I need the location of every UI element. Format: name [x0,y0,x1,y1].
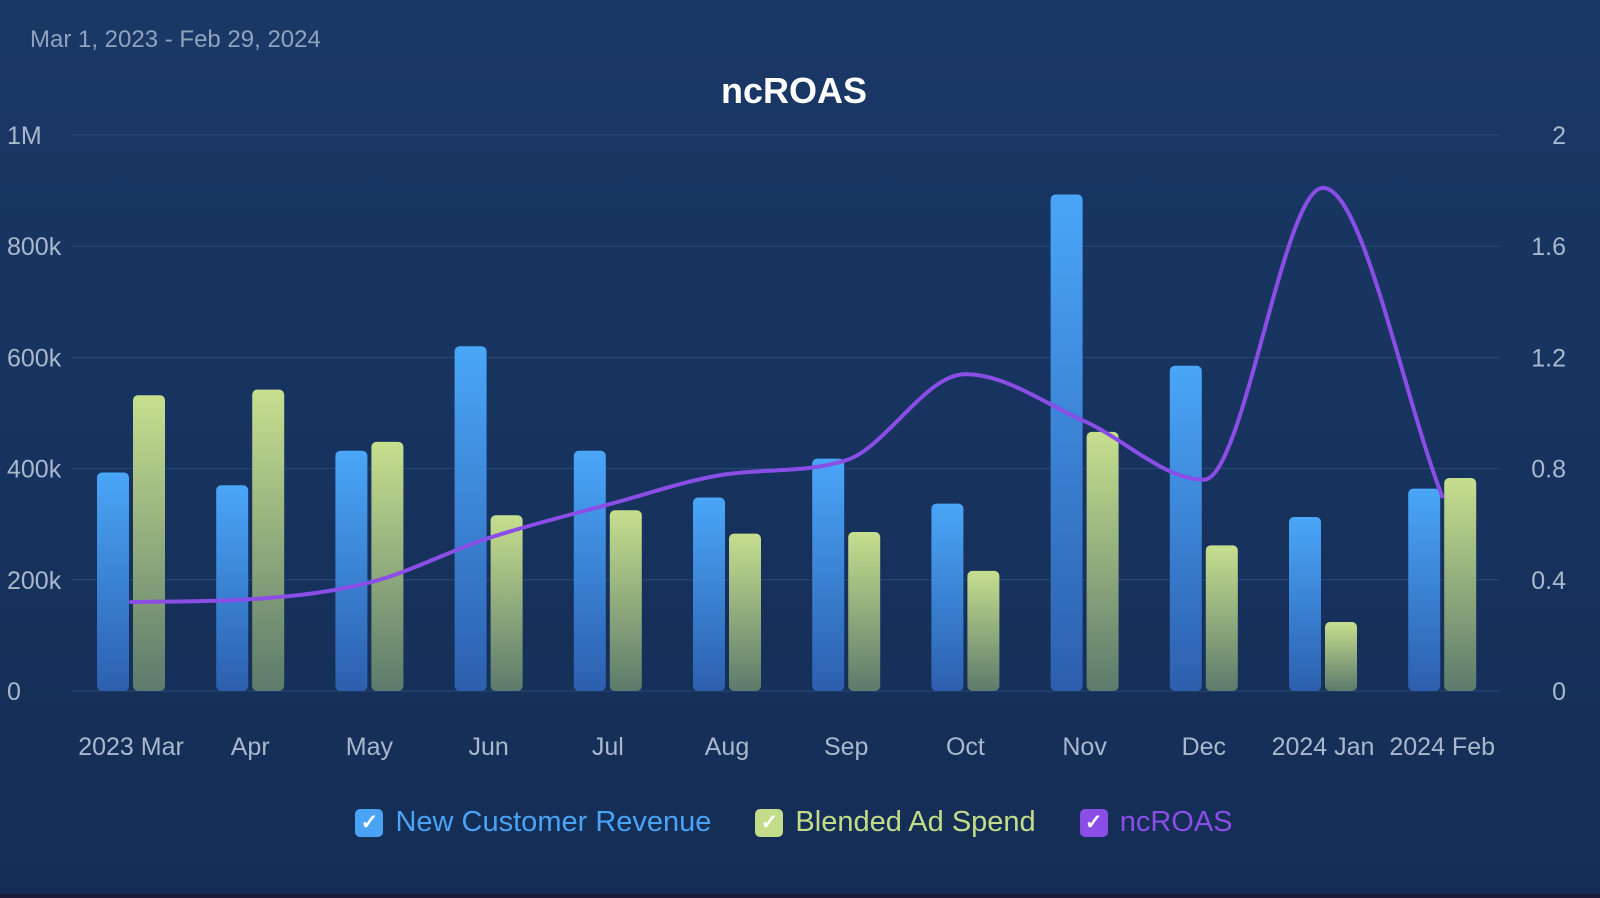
chart-title: ncROAS [720,70,868,111]
bar-new-customer-revenue[interactable] [931,503,964,691]
bottom-border [0,894,1600,898]
gridlines [72,134,1500,692]
y-left-tick-label: 600k [7,344,62,372]
bar-blended-ad-spend[interactable] [1086,431,1119,691]
legend: ✓ New Customer Revenue ✓ Blended Ad Spen… [0,806,1588,839]
checkbox-checked-icon[interactable]: ✓ [755,808,784,837]
x-tick-label: Apr [231,733,270,761]
y-right-tick-label: 1.2 [1531,344,1566,372]
y-left-tick-label: 1M [7,122,42,150]
bar-blended-ad-spend[interactable] [967,570,1000,691]
y-right-tick-label: 0.4 [1531,567,1566,595]
bar-blended-ad-spend[interactable] [729,533,761,691]
bar-new-customer-revenue[interactable] [335,450,368,691]
bar-new-customer-revenue[interactable] [1289,516,1321,691]
bar-blended-ad-spend[interactable] [1205,545,1238,691]
x-axis: 2023 Mar Apr May Jun Jul Aug Sep Oct Nov Dec 2024 … [78,733,1495,761]
date-range-label: Mar 1, 2023 - Feb 29, 2024 [30,26,321,53]
bar-new-customer-revenue[interactable] [454,346,487,691]
bar-blended-ad-spend[interactable] [490,515,523,691]
x-tick-label: Aug [705,733,749,761]
bar-blended-ad-spend[interactable] [252,389,285,691]
y-left-tick-label: 200k [7,567,62,595]
x-tick-label: 2024 Feb [1389,733,1495,761]
bar-new-customer-revenue[interactable] [812,458,845,691]
x-tick-label: Jul [592,733,624,761]
y-right-tick-label: 0.8 [1531,456,1566,484]
bar-new-customer-revenue[interactable] [693,497,725,691]
left-axis: 0 200k 400k 600k 800k 1M [7,122,62,706]
bar-blended-ad-spend[interactable] [371,441,404,691]
legend-label: ncROAS [1119,806,1233,838]
x-tick-label: Oct [946,733,985,761]
bar-blended-ad-spend[interactable] [1325,622,1357,691]
bar-blended-ad-spend[interactable] [848,531,881,691]
x-tick-label: Nov [1062,733,1107,761]
legend-label: New Customer Revenue [395,806,712,838]
y-right-tick-label: 1.6 [1531,233,1566,261]
ncroas-line[interactable] [129,185,1445,605]
x-tick-label: Sep [824,733,868,761]
bar-new-customer-revenue[interactable] [216,485,249,691]
y-right-tick-label: 0 [1552,678,1566,706]
ncroas-line-series [129,185,1445,605]
y-left-tick-label: 400k [7,456,62,484]
legend-item-blended-ad-spend[interactable]: ✓ Blended Ad Spend [755,806,1036,839]
y-right-tick-label: 2 [1552,122,1566,150]
legend-label: Blended Ad Spend [795,806,1036,838]
x-tick-label: May [346,733,394,761]
y-left-tick-label: 0 [7,678,21,706]
right-axis: 0 0.4 0.8 1.2 1.6 2 [1531,122,1566,706]
checkbox-checked-icon[interactable]: ✓ [355,808,384,837]
y-left-tick-label: 800k [7,233,62,261]
bar-blended-ad-spend[interactable] [609,510,642,691]
legend-item-ncroas[interactable]: ✓ ncROAS [1079,806,1233,839]
bar-new-customer-revenue[interactable] [573,450,606,691]
x-tick-label: 2024 Jan [1272,733,1375,761]
bar-series [97,194,1477,691]
checkbox-checked-icon[interactable]: ✓ [1079,808,1108,837]
bar-new-customer-revenue[interactable] [97,472,129,691]
bar-new-customer-revenue[interactable] [1050,194,1083,691]
bar-new-customer-revenue[interactable] [1169,365,1202,691]
legend-item-new-customer-revenue[interactable]: ✓ New Customer Revenue [355,806,711,839]
bar-blended-ad-spend[interactable] [133,395,165,691]
x-tick-label: Dec [1182,733,1226,761]
bar-blended-ad-spend[interactable] [1444,478,1477,691]
x-tick-label: 2023 Mar [78,733,184,761]
x-tick-label: Jun [468,733,508,761]
bar-new-customer-revenue[interactable] [1408,488,1441,691]
